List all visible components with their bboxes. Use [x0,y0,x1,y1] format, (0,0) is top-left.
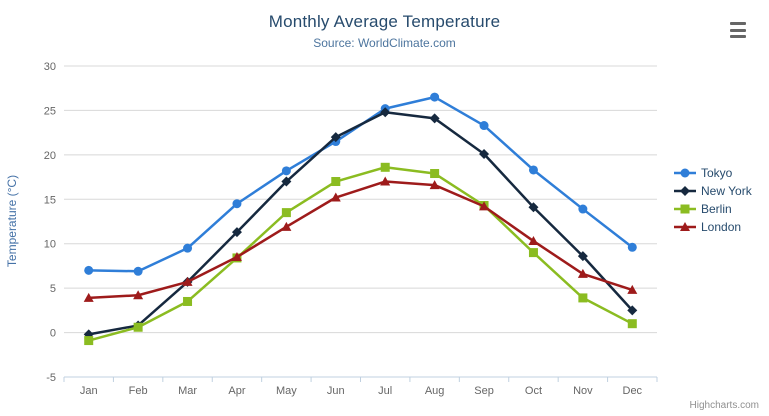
series-berlin-point[interactable] [183,296,193,306]
series-tokyo-point[interactable] [133,266,143,276]
series-new-york-point[interactable] [479,148,490,159]
series-london-point[interactable] [528,236,539,246]
hamburger-bar [730,28,746,32]
series-tokyo-point[interactable] [479,121,489,131]
legend-label: New York [701,184,752,198]
series-berlin-point[interactable] [331,177,341,187]
series-new-york-point[interactable] [528,202,539,213]
yaxis-tick-label: 0 [50,328,56,340]
series-tokyo-point[interactable] [578,204,588,214]
series-new-york-point[interactable] [281,176,292,187]
xaxis-tick-label: Jan [80,385,98,397]
series-berlin-point[interactable] [528,248,538,258]
series-berlin-point[interactable] [430,169,440,179]
series-berlin-point[interactable] [84,336,94,346]
legend-item-berlin[interactable]: Berlin [674,200,752,218]
yaxis-title: Temperature (°C) [5,174,19,268]
yaxis-tick-label: 10 [44,239,56,251]
series-new-york-point[interactable] [380,107,391,118]
series-london-point[interactable] [577,268,588,278]
xaxis-tick-label: Jun [327,385,345,397]
series-berlin-point[interactable] [380,162,390,172]
series-london-point[interactable] [627,284,638,294]
series-london-point[interactable] [429,180,440,190]
series-london-point[interactable] [83,292,94,302]
yaxis-tick-label: 20 [44,150,56,162]
hamburger-bar [730,35,746,38]
hamburger-icon[interactable] [728,20,750,40]
legend-triangle-icon [674,222,696,231]
series-new-york-point[interactable] [577,251,588,262]
legend-square-icon [674,204,696,214]
series-london-point[interactable] [479,201,490,211]
xaxis-tick-label: Jul [378,385,392,397]
series-tokyo-point[interactable] [281,166,291,176]
series-london-point[interactable] [182,276,193,286]
chart-subtitle: Source: WorldClimate.com [313,36,456,50]
yaxis-tick-label: 15 [44,194,56,206]
yaxis-tick-label: 25 [44,105,56,117]
xaxis-tick-label: Mar [178,385,197,397]
legend-label: Tokyo [701,166,733,180]
xaxis-tick-label: May [276,385,297,397]
yaxis-tick-label: -5 [46,372,56,384]
xaxis-tick-label: Apr [228,385,245,397]
legend-item-london[interactable]: London [674,218,752,236]
series-new-york-point[interactable] [429,113,440,124]
yaxis-tick-label: 30 [44,61,56,73]
series-tokyo-point[interactable] [84,265,94,275]
series-tokyo-point[interactable] [528,165,538,175]
series-berlin-line[interactable] [87,166,634,342]
series-tokyo-point[interactable] [183,243,193,253]
legend: Tokyo New York Berlin London [674,164,752,236]
series-london-point[interactable] [380,176,391,186]
legend-item-tokyo[interactable]: Tokyo [674,164,752,182]
series-berlin-point[interactable] [627,319,637,329]
yaxis-tick-label: 5 [50,283,56,295]
legend-diamond-icon [674,186,696,196]
legend-label: Berlin [701,202,732,216]
legend-item-new-york[interactable]: New York [674,182,752,200]
chart-title: Monthly Average Temperature [268,12,501,31]
xaxis-tick-label: Dec [623,385,643,397]
series-tokyo-point[interactable] [232,199,242,209]
series-london-point[interactable] [231,252,242,262]
series-new-york-point[interactable] [627,305,638,316]
series-berlin-point[interactable] [281,208,291,218]
legend-label: London [701,220,742,234]
series-london-point[interactable] [330,192,341,202]
series-tokyo-line[interactable] [87,95,634,273]
xaxis-tick-label: Nov [573,385,593,397]
series-london-line[interactable] [87,180,634,300]
series-berlin-point[interactable] [133,322,143,332]
series-berlin-point[interactable] [578,293,588,303]
series-new-york-line[interactable] [87,110,634,336]
legend-circle-icon [674,168,696,178]
xaxis-tick-label: Aug [425,385,445,397]
xaxis-tick-label: Oct [525,385,542,397]
xaxis-tick-label: Feb [129,385,148,397]
series-tokyo-point[interactable] [627,242,637,252]
series-new-york-point[interactable] [330,132,341,143]
xaxis-tick-label: Sep [474,385,494,397]
series-tokyo-point[interactable] [430,92,440,102]
credits-link[interactable]: Highcharts.com [689,400,759,411]
series-london-point[interactable] [133,290,144,300]
series-new-york-point[interactable] [231,227,242,238]
series-london-point[interactable] [281,221,292,231]
hamburger-bar [730,22,746,25]
